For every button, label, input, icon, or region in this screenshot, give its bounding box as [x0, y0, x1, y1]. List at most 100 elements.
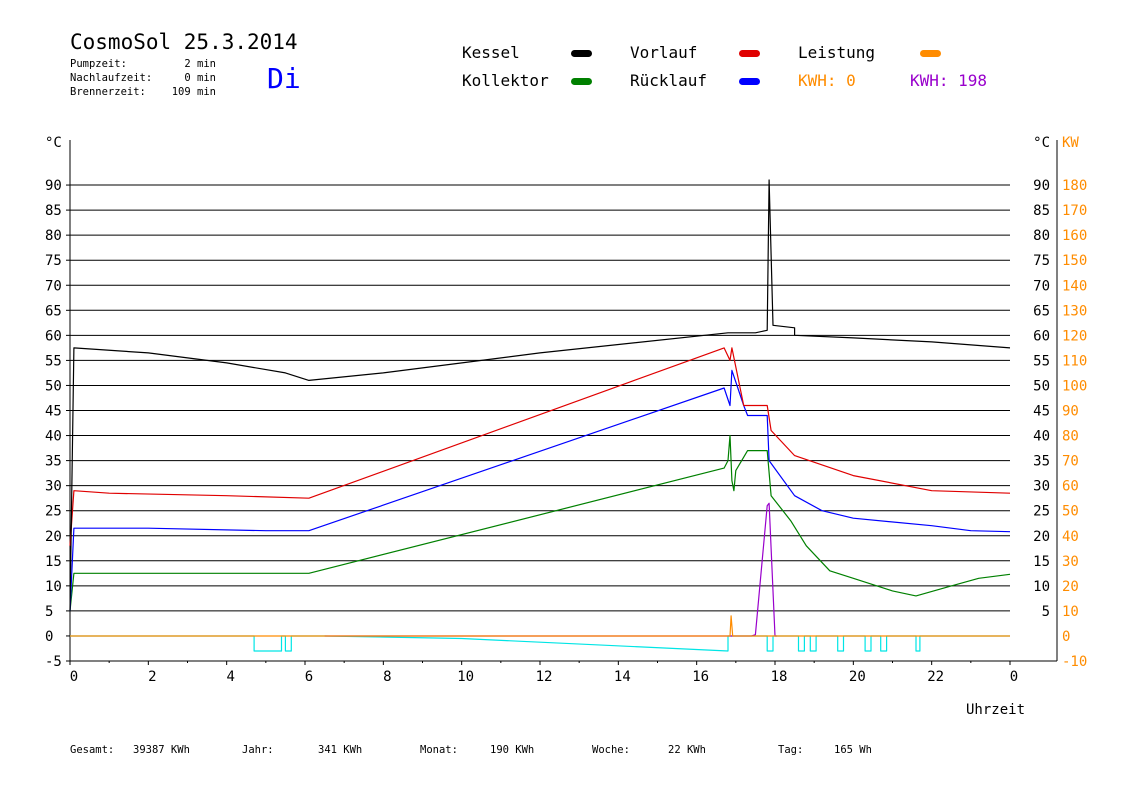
y-tick-label: 35 [45, 454, 62, 470]
series-line-pump [70, 635, 1010, 652]
y-right-tick-label: 5 [1042, 604, 1050, 620]
x-tick-label: 0 [70, 669, 78, 685]
y2-tick-label: 170 [1062, 203, 1087, 219]
legend-leistung-swatch [920, 50, 941, 57]
y2-tick-label: 130 [1062, 303, 1087, 319]
y-tick-label: 80 [45, 228, 62, 244]
legend-kessel-swatch [571, 50, 592, 57]
y-tick-label: -5 [45, 654, 62, 670]
y-tick-label: 60 [45, 328, 62, 344]
y2-tick-label: 40 [1062, 529, 1079, 545]
pump-time-label: Pumpzeit: [70, 58, 127, 70]
series-line-vorlauf [69, 347, 1011, 546]
y2-tick-label: 10 [1062, 604, 1079, 620]
y-right-tick-label: 70 [1033, 278, 1050, 294]
y2-tick-label: 100 [1062, 378, 1087, 394]
legend-kollektor-label: Kollektor [462, 71, 549, 90]
y-right-tick-label: 90 [1033, 178, 1050, 194]
x-axis-label: Uhrzeit [966, 702, 1025, 718]
x-tick-label: 12 [536, 669, 553, 685]
y-tick-label: 30 [45, 479, 62, 495]
y-tick-label: 70 [45, 278, 62, 294]
footer-year-value: 341 KWh [318, 744, 363, 756]
y2-tick-label: 150 [1062, 253, 1087, 269]
y2-tick-label: 70 [1062, 454, 1079, 470]
y-tick-label: 40 [45, 429, 62, 445]
burner-time-value: 109 min [171, 86, 216, 98]
y-right-tick-label: 65 [1033, 303, 1050, 319]
y-tick-label: 90 [45, 178, 62, 194]
series-line-ruecklauf [69, 369, 1011, 611]
footer-week-value: 22 KWh [668, 744, 706, 756]
y-tick-label: 75 [45, 253, 62, 269]
legend-leistung-label: Leistung [798, 43, 876, 62]
y-tick-label: 85 [45, 203, 62, 219]
y-right-tick-label: 75 [1033, 253, 1050, 269]
x-tick-label: 8 [383, 669, 391, 685]
footer-day-label: Tag: [778, 744, 804, 756]
series-line-kollektor [69, 434, 1011, 611]
afterrun-time-value: 0 min [184, 72, 216, 84]
y2-tick-label: 0 [1062, 629, 1070, 645]
x-tick-label: 6 [305, 669, 313, 685]
y2-tick-label: 120 [1062, 328, 1087, 344]
footer-month-value: 190 KWh [490, 744, 535, 756]
footer-total-value: 39387 KWh [133, 744, 190, 756]
x-tick-label: 20 [849, 669, 866, 685]
chart-title: CosmoSol 25.3.2014 [70, 30, 298, 54]
y2-tick-label: 20 [1062, 579, 1079, 595]
y-tick-label: 0 [45, 629, 53, 645]
legend-kessel-label: Kessel [462, 43, 520, 62]
y2-tick-label: 110 [1062, 353, 1087, 369]
y-axis-unit-left: °C [45, 135, 62, 151]
x-tick-label: 2 [148, 669, 156, 685]
series-line-kwh2 [324, 502, 777, 637]
y2-tick-label: 90 [1062, 404, 1079, 420]
footer-week-label: Woche: [592, 744, 630, 756]
burner-time-label: Brennerzeit: [70, 86, 146, 98]
x-tick-label: 22 [927, 669, 944, 685]
x-tick-label: 18 [771, 669, 788, 685]
y-right-tick-label: 50 [1033, 378, 1050, 394]
series-line-kessel [69, 179, 1011, 611]
y-tick-label: 15 [45, 554, 62, 570]
x-tick-label: 10 [457, 669, 474, 685]
x-tick-label: 16 [692, 669, 709, 685]
legend-kwh-burner: KWH: 198 [910, 71, 988, 90]
legend-vorlauf-swatch [739, 50, 760, 57]
x-tick-label: 4 [226, 669, 234, 685]
y-right-tick-label: 60 [1033, 328, 1050, 344]
y-right-tick-label: 35 [1033, 454, 1050, 470]
y-tick-label: 10 [45, 579, 62, 595]
pump-time-row: Pumpzeit: 2 min [70, 58, 216, 70]
burner-time-row: Brennerzeit: 109 min [70, 86, 216, 98]
y2-tick-label: 60 [1062, 479, 1079, 495]
y-axis-unit-right: °C [1033, 135, 1050, 151]
x-tick-label: 0 [1010, 669, 1018, 685]
y-right-tick-label: 45 [1033, 404, 1050, 420]
y2-tick-label: 30 [1062, 554, 1079, 570]
y-right-tick-label: 55 [1033, 353, 1050, 369]
y-right-tick-label: 10 [1033, 579, 1050, 595]
footer-total-label: Gesamt: [70, 744, 115, 756]
y-tick-label: 20 [45, 529, 62, 545]
y-tick-label: 50 [45, 378, 62, 394]
afterrun-time-row: Nachlaufzeit: 0 min [70, 72, 216, 84]
legend-ruecklauf-label: Rücklauf [630, 71, 708, 90]
legend-kwh-solar: KWH: 0 [798, 71, 856, 90]
legend-vorlauf-label: Vorlauf [630, 43, 698, 62]
y-right-tick-label: 20 [1033, 529, 1050, 545]
y-right-tick-label: 85 [1033, 203, 1050, 219]
x-tick-label: 14 [614, 669, 631, 685]
y2-tick-label: 180 [1062, 178, 1087, 194]
pump-time-value: 2 min [184, 58, 216, 70]
y-tick-label: 55 [45, 353, 62, 369]
y-tick-label: 65 [45, 303, 62, 319]
legend-kollektor-swatch [571, 78, 592, 85]
y2-tick-label: -10 [1062, 654, 1087, 670]
y-tick-label: 5 [45, 604, 53, 620]
footer-month-label: Monat: [420, 744, 458, 756]
y2-tick-label: 160 [1062, 228, 1087, 244]
series-line-leistung [70, 615, 1010, 637]
